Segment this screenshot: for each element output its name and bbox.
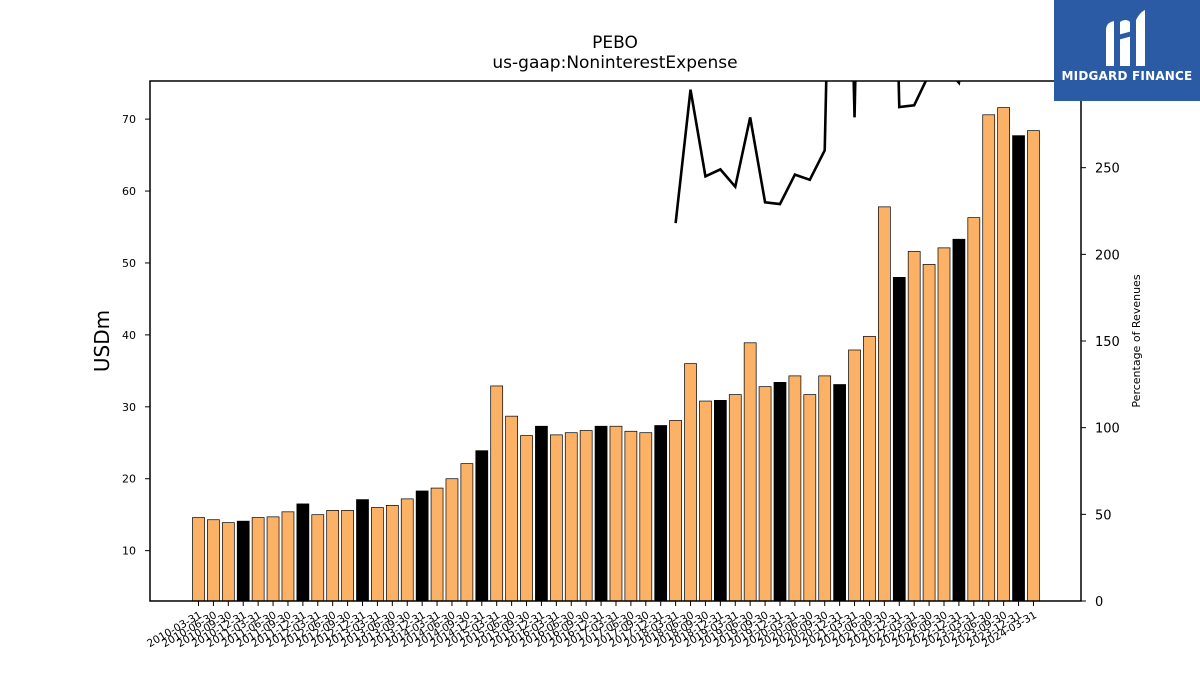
bar-2019-06-30 — [743, 342, 757, 601]
y2-tick-label: 0 — [1095, 595, 1103, 610]
y2-axis: 050100150200250300 — [1081, 75, 1120, 610]
bar-2020-03-31 — [788, 375, 802, 601]
bar-2020-12-31 — [833, 384, 846, 601]
bar-2014-09-30 — [460, 463, 474, 601]
bar-2020-09-30 — [818, 375, 832, 601]
bar-2017-12-31 — [654, 425, 668, 601]
bar-2021-06-30 — [863, 335, 876, 601]
bar-2016-06-30 — [564, 432, 578, 601]
y2-tick-label: 150 — [1095, 335, 1120, 350]
bar-2016-03-31 — [549, 434, 563, 601]
bar-2012-06-30 — [326, 510, 340, 601]
brand-logo: MIDGARD FINANCE — [1054, 0, 1200, 101]
bar-2013-06-30 — [385, 504, 399, 601]
bar-2022-12-31 — [952, 238, 966, 601]
bar-2016-12-31 — [594, 425, 608, 601]
y-tick-label: 70 — [122, 113, 136, 126]
y-tick-label: 60 — [122, 185, 136, 198]
bar-2012-09-30 — [341, 510, 354, 601]
ratio-line — [674, 81, 961, 224]
bar-2010-09-30 — [221, 522, 235, 601]
bar-2018-03-31 — [669, 420, 682, 601]
bar-2017-06-30 — [624, 430, 638, 601]
bar-2021-09-30 — [878, 206, 891, 601]
bar-2023-06-30 — [982, 114, 996, 601]
bar-2019-09-30 — [758, 386, 772, 601]
y-tick-label: 30 — [122, 401, 136, 414]
bar-2021-12-31 — [892, 277, 906, 601]
bar-2022-06-30 — [922, 264, 936, 601]
bar-2016-09-30 — [579, 430, 593, 601]
bar-2010-06-30 — [207, 519, 220, 601]
bar-2014-12-31 — [475, 450, 489, 601]
bar-2018-06-30 — [684, 363, 697, 601]
bar-2023-12-31 — [1012, 135, 1025, 601]
bar-2015-06-30 — [505, 415, 518, 601]
y2-tick-label: 250 — [1095, 162, 1120, 177]
y-tick-label: 40 — [122, 329, 136, 342]
bar-2013-09-30 — [400, 498, 414, 601]
chart-subtitle: us-gaap:NoninterestExpense — [492, 53, 737, 73]
y2-tick-label: 100 — [1095, 422, 1120, 437]
bar-2014-06-30 — [445, 478, 459, 601]
bar-2015-12-31 — [535, 425, 548, 601]
y2-tick-label: 200 — [1095, 248, 1120, 263]
logo-text: MIDGARD FINANCE — [1061, 69, 1193, 83]
y-tick-label: 20 — [122, 473, 136, 486]
bar-2013-12-31 — [415, 490, 429, 601]
bar-2010-12-31 — [236, 520, 250, 601]
bar-2012-12-31 — [356, 499, 369, 601]
bar-2023-09-30 — [997, 107, 1010, 601]
bar-2011-12-31 — [296, 503, 310, 601]
y2-axis-label: Percentage of Revenues — [1130, 274, 1143, 407]
bar-2020-06-30 — [803, 394, 817, 601]
x-axis: 2010-03-312010-06-302010-09-302010-12-31… — [145, 601, 1039, 650]
bar-2010-03-31 — [192, 517, 205, 601]
bar-2022-09-30 — [937, 247, 951, 601]
bar-2024-03-31 — [1027, 130, 1040, 601]
y2-tick-label: 50 — [1095, 508, 1112, 523]
bar-2011-06-30 — [266, 516, 280, 601]
bar-2013-03-31 — [371, 507, 384, 601]
y-tick-label: 10 — [122, 545, 136, 558]
bar-2023-03-31 — [967, 217, 981, 601]
bar-group — [192, 107, 1040, 601]
bar-2015-09-30 — [520, 435, 533, 601]
chart-title: PEBO — [592, 33, 638, 53]
bar-2018-09-30 — [699, 400, 712, 601]
bar-2022-03-31 — [907, 251, 921, 601]
bar-2012-03-31 — [311, 514, 325, 601]
bar-2011-09-30 — [281, 511, 295, 601]
line-group — [674, 81, 961, 224]
bar-2014-03-31 — [430, 487, 444, 601]
bar-2019-12-31 — [773, 382, 787, 601]
y-tick-label: 50 — [122, 257, 136, 270]
bar-2017-03-31 — [609, 425, 623, 601]
bar-2019-03-31 — [728, 394, 742, 601]
bar-2011-03-31 — [251, 517, 265, 601]
bar-2018-12-31 — [713, 399, 727, 601]
bar-2021-03-31 — [848, 349, 861, 601]
bar-2017-09-30 — [639, 432, 653, 601]
logo-mark-icon — [1106, 10, 1145, 66]
y-axis-label: USDm — [90, 310, 114, 372]
bar-2015-03-31 — [490, 385, 504, 601]
y-axis: 10 20 30 40 50 60 70 — [122, 113, 150, 558]
